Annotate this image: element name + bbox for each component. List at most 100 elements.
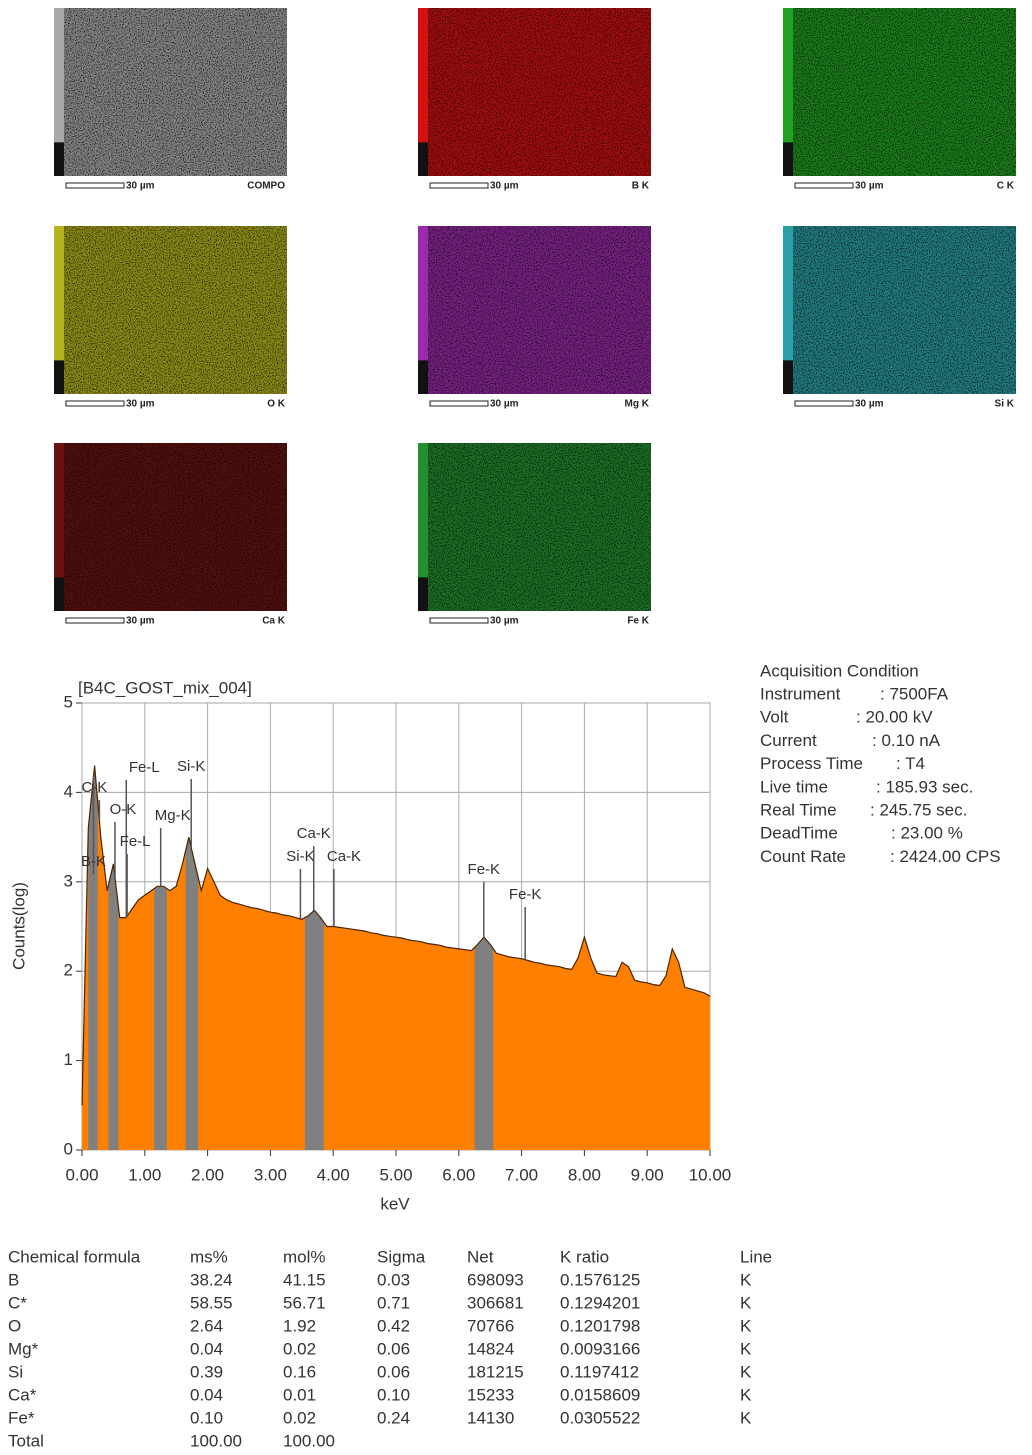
acquisition-label: Live time	[760, 777, 828, 796]
map-label: COMPO	[247, 181, 285, 192]
x-tick-label: 5.00	[379, 1165, 412, 1184]
table-cell: 0.04	[190, 1339, 223, 1358]
table-cell: 0.71	[377, 1293, 410, 1312]
table-cell: 100.00	[190, 1431, 242, 1450]
map-texture	[418, 226, 651, 394]
scale-label: 30 µm	[126, 181, 155, 192]
table-cell: 0.01	[283, 1385, 316, 1404]
scale-label: 30 µm	[490, 616, 519, 627]
table-header: mol%	[283, 1247, 326, 1266]
table-cell: 56.71	[283, 1293, 326, 1312]
element-map: 30 µm B K	[418, 8, 651, 192]
acquisition-label: Process Time	[760, 754, 863, 773]
x-tick-label: 10.00	[689, 1165, 732, 1184]
map-color-bar-dark	[783, 142, 793, 176]
table-cell: 0.06	[377, 1362, 410, 1381]
scale-bar	[429, 182, 489, 189]
table-header: ms%	[190, 1247, 228, 1266]
element-map: 30 µm O K	[54, 226, 287, 410]
element-map: 30 µm COMPO	[54, 8, 287, 192]
y-tick-label: 1	[64, 1050, 73, 1069]
table-cell: 0.1201798	[560, 1316, 640, 1335]
table-cell: 0.03	[377, 1270, 410, 1289]
x-axis-label: keV	[380, 1194, 410, 1213]
table-cell: K	[740, 1293, 752, 1312]
table-cell: 0.1576125	[560, 1270, 640, 1289]
acquisition-value: : 20.00 kV	[856, 708, 933, 727]
acquisition-value: : 245.75 sec.	[870, 800, 967, 819]
map-label: Ca K	[262, 616, 286, 627]
table-cell: Mg*	[8, 1339, 39, 1358]
table-cell: 38.24	[190, 1270, 233, 1289]
peak-label: O-K	[110, 801, 137, 818]
map-color-bar	[54, 8, 64, 143]
y-tick-label: 0	[64, 1139, 73, 1158]
table-cell: 0.0158609	[560, 1385, 640, 1404]
table-cell: 15233	[467, 1385, 514, 1404]
map-color-bar-dark	[418, 577, 428, 611]
table-cell: 0.0093166	[560, 1339, 640, 1358]
x-tick-label: 4.00	[317, 1165, 350, 1184]
table-cell: K	[740, 1270, 752, 1289]
table-cell: Ca*	[8, 1385, 37, 1404]
peak-label: Fe-K	[509, 886, 542, 903]
acquisition-label: Instrument	[760, 684, 841, 703]
element-map: 30 µm Si K	[783, 226, 1016, 410]
acquisition-label: Real Time	[760, 800, 837, 819]
table-cell: B	[8, 1270, 19, 1289]
table-cell: 14130	[467, 1408, 514, 1427]
map-texture	[54, 8, 287, 176]
map-texture	[783, 226, 1016, 394]
map-color-bar-dark	[418, 360, 428, 394]
map-color-bar	[783, 226, 793, 361]
y-tick-label: 5	[64, 692, 73, 711]
table-cell: 100.00	[283, 1431, 335, 1450]
x-tick-label: 7.00	[505, 1165, 538, 1184]
map-color-bar-dark	[54, 577, 64, 611]
acquisition-title: Acquisition Condition	[760, 661, 919, 680]
table-cell: 70766	[467, 1316, 514, 1335]
map-color-bar	[418, 443, 428, 578]
scale-label: 30 µm	[126, 399, 155, 410]
table-cell: K	[740, 1408, 752, 1427]
table-cell: 41.15	[283, 1270, 326, 1289]
spectrum-line	[81, 765, 711, 1106]
acquisition-value: : T4	[896, 754, 925, 773]
table-cell: 181215	[467, 1362, 524, 1381]
map-label: C K	[997, 181, 1015, 192]
map-color-bar	[783, 8, 793, 143]
acquisition-value: : 23.00 %	[891, 824, 963, 843]
peak-label: Si-K	[177, 758, 205, 775]
peak-label: Mg-K	[155, 807, 191, 824]
y-tick-label: 2	[64, 961, 73, 980]
acquisition-value: : 185.93 sec.	[876, 777, 973, 796]
peak-label: Fe-L	[129, 759, 160, 776]
acquisition-value: : 2424.00 CPS	[890, 847, 1001, 866]
x-tick-label: 2.00	[191, 1165, 224, 1184]
table-cell: K	[740, 1362, 752, 1381]
table-cell: 0.10	[377, 1385, 410, 1404]
acquisition-label: Current	[760, 731, 817, 750]
map-color-bar	[418, 8, 428, 143]
table-cell: C*	[8, 1293, 27, 1312]
chart-title: [B4C_GOST_mix_004]	[78, 678, 252, 697]
scale-bar	[65, 617, 125, 624]
table-cell: 306681	[467, 1293, 524, 1312]
map-texture	[418, 443, 651, 611]
peak-label: Si-K	[286, 848, 314, 865]
x-tick-label: 1.00	[128, 1165, 161, 1184]
map-label: Mg K	[625, 399, 650, 410]
table-cell: 0.04	[190, 1385, 223, 1404]
acquisition-label: Volt	[760, 708, 789, 727]
table-cell: 0.0305522	[560, 1408, 640, 1427]
table-cell: O	[8, 1316, 21, 1335]
element-map: 30 µm Mg K	[418, 226, 651, 410]
table-cell: 2.64	[190, 1316, 223, 1335]
scale-bar	[429, 400, 489, 407]
peak-label: Fe-K	[468, 861, 501, 878]
table-cell: K	[740, 1339, 752, 1358]
spectrum-area	[82, 765, 710, 1150]
table-cell: 0.1294201	[560, 1293, 640, 1312]
y-tick-label: 3	[64, 871, 73, 890]
